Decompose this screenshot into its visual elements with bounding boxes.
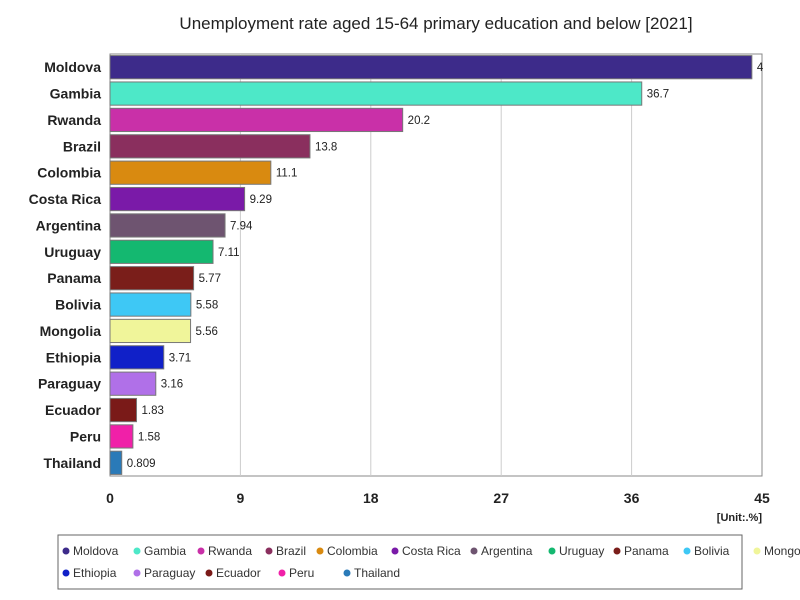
bar	[109, 371, 157, 396]
legend-label: Argentina	[481, 544, 533, 558]
legend-marker	[278, 569, 286, 577]
legend-label: Ethiopia	[73, 566, 117, 580]
category-label: Moldova	[44, 59, 101, 75]
category-label: Peru	[70, 428, 101, 444]
legend-marker	[133, 547, 141, 555]
legend-marker	[391, 547, 399, 555]
legend-marker	[343, 569, 351, 577]
legend-marker	[683, 547, 691, 555]
legend-marker	[197, 547, 205, 555]
value-label: 7.11	[218, 247, 240, 259]
legend-marker	[316, 547, 324, 555]
category-label: Rwanda	[47, 112, 101, 128]
value-labels: 4 36.7 20.2 13.8 11.1 9.29 7.94 7.11 5.77 5.58 5.5…	[127, 62, 764, 470]
legend-label: Thailand	[354, 566, 400, 580]
value-label: 1.83	[142, 405, 164, 417]
legend-label: Moldova	[73, 544, 119, 558]
category-label: Costa Rica	[29, 191, 102, 207]
value-label: 11.1	[276, 168, 298, 180]
unit-label: [Unit:.%]	[717, 512, 763, 524]
bar	[109, 239, 214, 264]
bar	[109, 81, 643, 106]
x-tick-label: 18	[363, 490, 379, 506]
category-label: Colombia	[37, 165, 101, 181]
bar	[109, 397, 138, 423]
bar	[109, 292, 192, 317]
legend: Moldova Gambia Rwanda Brazil Colombia Costa R…	[62, 544, 800, 580]
bar	[109, 318, 192, 344]
bars	[109, 55, 753, 475]
x-tick-label: 9	[237, 490, 245, 506]
legend-label: Panama	[624, 544, 669, 558]
category-label: Brazil	[63, 138, 101, 154]
bar	[109, 345, 165, 370]
legend-label: Rwanda	[208, 544, 252, 558]
value-label: 20.2	[408, 115, 430, 127]
value-label: 1.58	[138, 431, 160, 443]
category-label: Bolivia	[55, 297, 101, 313]
value-label: 13.8	[315, 141, 337, 153]
legend-marker	[548, 547, 556, 555]
legend-label: Uruguay	[559, 544, 604, 558]
category-label: Ecuador	[45, 402, 102, 418]
legend-marker	[753, 547, 761, 555]
legend-marker	[470, 547, 478, 555]
legend-label: Gambia	[144, 544, 186, 558]
legend-marker	[133, 569, 141, 577]
legend-marker	[62, 569, 70, 577]
legend-marker	[205, 569, 213, 577]
legend-marker	[265, 547, 273, 555]
legend-marker	[613, 547, 621, 555]
category-label: Uruguay	[44, 244, 101, 260]
bar	[109, 55, 753, 80]
category-labels: Moldova Gambia Rwanda Brazil Colombia Costa R…	[29, 59, 102, 471]
legend-label: Paraguay	[144, 566, 195, 580]
category-label: Argentina	[36, 217, 102, 233]
legend-marker	[62, 547, 70, 555]
x-tick-label: 0	[106, 490, 114, 506]
category-label: Panama	[47, 270, 101, 286]
value-label: 5.77	[199, 273, 221, 285]
x-axis-ticks: 0 9 18 27 36 45	[106, 490, 770, 506]
bar	[109, 107, 404, 133]
category-label: Ethiopia	[46, 349, 101, 365]
value-label: 4	[757, 62, 764, 74]
category-label: Gambia	[50, 86, 102, 102]
value-label: 7.94	[230, 220, 253, 232]
bar	[109, 450, 123, 475]
bar	[109, 186, 246, 212]
value-label: 5.56	[196, 326, 218, 338]
legend-label: Mongolia	[764, 544, 800, 558]
legend-label: Bolivia	[694, 544, 730, 558]
chart-title: Unemployment rate aged 15-64 primary edu…	[179, 14, 692, 33]
legend-label: Colombia	[327, 544, 378, 558]
legend-label: Costa Rica	[402, 544, 461, 558]
bar	[109, 134, 311, 159]
bar	[109, 266, 195, 291]
legend-label: Ecuador	[216, 566, 261, 580]
bar	[109, 213, 226, 238]
category-label: Paraguay	[38, 376, 101, 392]
value-label: 3.71	[169, 352, 191, 364]
x-tick-label: 36	[624, 490, 640, 506]
legend-box	[57, 534, 743, 590]
value-label: 5.58	[196, 300, 218, 312]
bar	[109, 160, 272, 185]
value-label: 9.29	[250, 194, 272, 206]
value-label: 0.809	[127, 458, 156, 470]
category-label: Thailand	[43, 455, 101, 471]
category-label: Mongolia	[40, 323, 102, 339]
bar	[109, 424, 134, 449]
value-label: 3.16	[161, 379, 183, 391]
x-tick-label: 27	[493, 490, 509, 506]
value-label: 36.7	[647, 89, 669, 101]
legend-label: Peru	[289, 566, 314, 580]
x-tick-label: 45	[754, 490, 770, 506]
legend-label: Brazil	[276, 544, 306, 558]
